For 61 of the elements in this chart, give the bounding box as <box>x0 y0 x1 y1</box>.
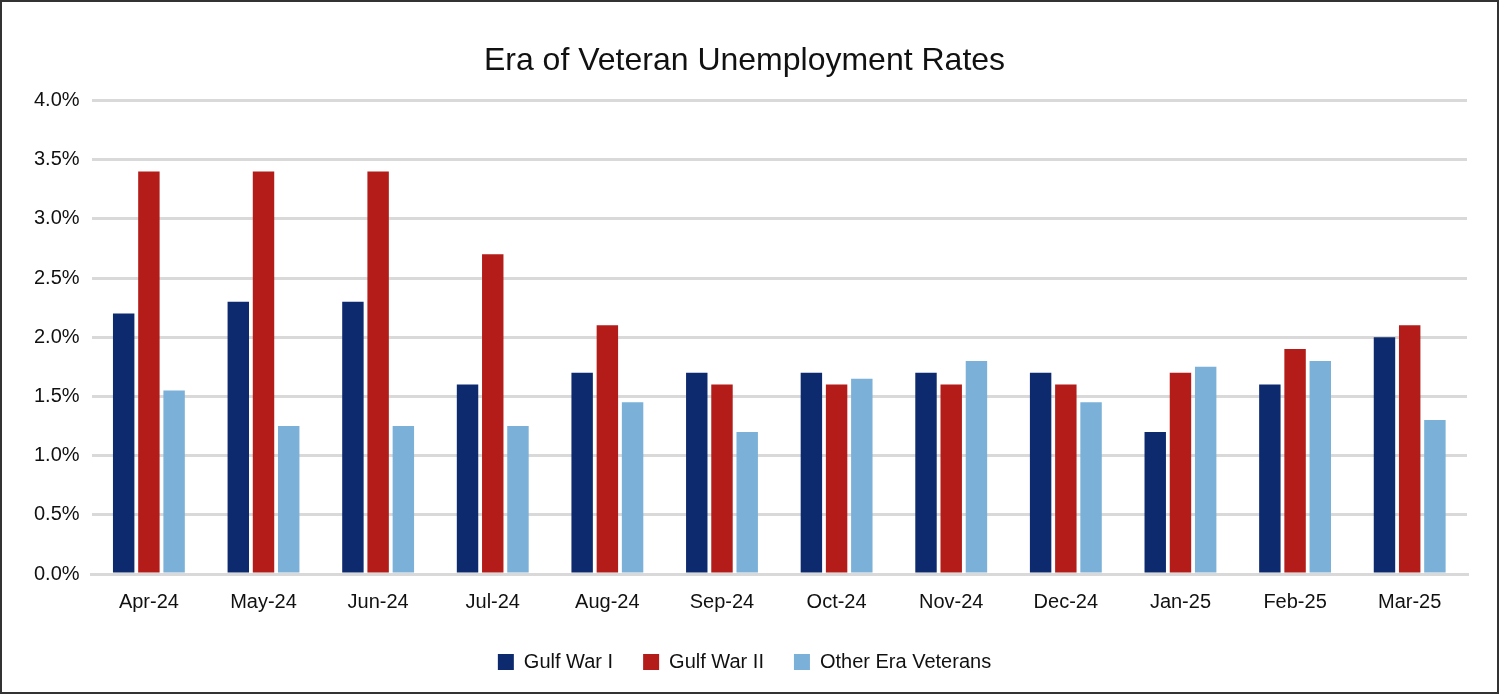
bar <box>711 384 733 573</box>
bar <box>800 372 823 573</box>
bar <box>621 402 644 573</box>
legend-label: Gulf War II <box>669 649 764 672</box>
x-tick-label: Nov-24 <box>918 589 984 612</box>
bar <box>1259 384 1281 573</box>
bar <box>1373 337 1396 573</box>
bar <box>1144 431 1166 573</box>
bar <box>1080 402 1102 573</box>
x-tick-label: Dec-24 <box>1033 589 1099 612</box>
legend-label: Other Era Veterans <box>819 649 992 672</box>
bar <box>1424 420 1446 573</box>
bar <box>342 301 364 573</box>
bar <box>1284 349 1306 573</box>
bar <box>571 372 593 573</box>
bar <box>965 360 988 573</box>
x-tick-label: Jan-25 <box>1149 589 1212 612</box>
bar <box>596 325 619 573</box>
bar <box>482 254 504 573</box>
bar <box>940 384 962 573</box>
bar <box>227 301 250 573</box>
bar <box>1309 360 1332 573</box>
bar <box>1055 384 1077 573</box>
y-tick-label: 2.0% <box>33 324 80 347</box>
chart-title: Era of Veteran Unemployment Rates <box>483 41 1006 78</box>
bar <box>1169 372 1192 573</box>
x-tick-label: Aug-24 <box>575 589 640 612</box>
x-tick-label: Sep-24 <box>689 589 755 612</box>
bar <box>1029 372 1052 573</box>
y-tick-label: 0.0% <box>33 561 80 584</box>
legend-label: Gulf War I <box>523 649 614 672</box>
bar <box>851 378 873 573</box>
bar <box>163 390 185 573</box>
bar <box>392 426 415 573</box>
x-tick-label: May-24 <box>230 589 297 612</box>
y-tick-label: 1.0% <box>33 443 80 466</box>
x-tick-label: Oct-24 <box>806 589 867 612</box>
y-tick-label: 1.5% <box>33 383 80 406</box>
x-tick-label: Feb-25 <box>1263 589 1327 612</box>
y-tick-label: 4.0% <box>33 87 80 110</box>
bar <box>112 313 135 573</box>
bar <box>825 384 848 573</box>
y-tick-label: 3.5% <box>33 147 80 170</box>
x-tick-label: Jul-24 <box>465 589 520 612</box>
bar <box>138 171 160 573</box>
bar <box>1194 366 1217 573</box>
bar <box>736 431 758 573</box>
y-tick-label: 2.5% <box>33 265 80 288</box>
y-tick-label: 3.0% <box>33 206 80 229</box>
x-tick-label: Jun-24 <box>347 589 409 612</box>
y-tick-label: 0.5% <box>33 502 80 525</box>
bar <box>507 426 529 573</box>
bar <box>367 171 389 573</box>
bar <box>252 171 275 573</box>
bar <box>278 426 300 573</box>
bar <box>686 372 708 573</box>
x-tick-label: Apr-24 <box>118 589 179 612</box>
bar <box>1398 325 1421 573</box>
x-tick-label: Mar-25 <box>1378 589 1442 612</box>
bar <box>456 384 479 573</box>
bar <box>915 372 937 573</box>
